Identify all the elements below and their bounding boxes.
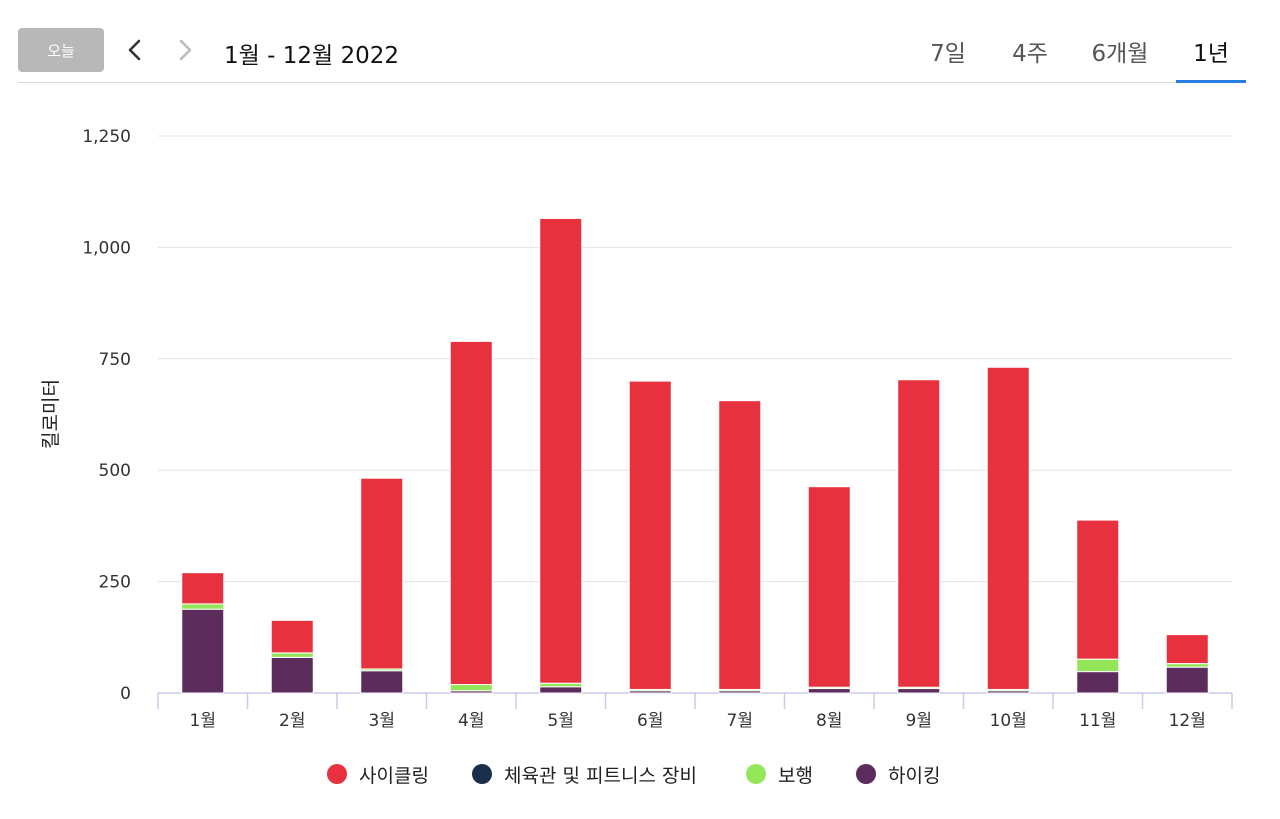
bar-segment	[539, 217, 583, 684]
bar-segment	[718, 400, 762, 690]
x-tick-label: 6월	[637, 711, 663, 731]
legend-label-hiking: 하이킹	[888, 764, 941, 787]
x-tick-label: 9월	[906, 711, 932, 731]
bar-segment	[807, 688, 851, 694]
bar-segment	[628, 380, 672, 690]
x-tick-label: 4월	[458, 711, 484, 731]
legend-swatch-gym	[472, 764, 492, 784]
stacked-bar-chart: 0 250 500 750 1,000 1,250 킬로미터 1월 2월 3월 4월 5월 6월 7월 8월…	[40, 127, 1233, 731]
bar-segment	[449, 340, 493, 686]
y-axis-label: 킬로미터	[40, 379, 62, 449]
x-tick-label: 3월	[369, 711, 395, 731]
bar-segment	[181, 603, 225, 610]
x-tick-label: 2월	[279, 711, 305, 731]
y-tick-label: 1,250	[82, 127, 131, 147]
tab-4-weeks[interactable]: 4주	[1012, 41, 1048, 67]
legend-item-cycling[interactable]: 사이클링	[327, 758, 429, 790]
x-tick-label: 5월	[548, 711, 574, 731]
bar-segment	[1076, 658, 1120, 673]
bar-segment	[270, 652, 314, 658]
date-range-label: 1월 - 12월 2022	[224, 43, 399, 69]
x-tick-label: 1월	[190, 711, 216, 731]
bar-segment	[1076, 519, 1120, 660]
bar-segment	[270, 656, 314, 694]
y-tick-label: 1,000	[82, 238, 131, 258]
bar-segment	[986, 366, 1030, 690]
x-tick-label: 12월	[1169, 711, 1206, 731]
bar-segment	[181, 572, 225, 605]
tab-6-months[interactable]: 6개월	[1091, 41, 1149, 67]
legend-swatch-cycling	[327, 764, 347, 784]
chevron-left-icon[interactable]	[120, 34, 150, 66]
today-button[interactable]: 오늘	[18, 28, 104, 72]
bar-segment	[360, 477, 404, 670]
bar-segment	[360, 670, 404, 694]
active-tab-underline	[1176, 80, 1246, 83]
x-tick-label: 10월	[990, 711, 1027, 731]
bar-segment	[897, 688, 941, 694]
legend-item-walking[interactable]: 보행	[746, 758, 813, 790]
bar-segment	[449, 684, 493, 692]
legend-label-gym: 체육관 및 피트니스 장비	[504, 764, 697, 787]
legend-swatch-hiking	[856, 764, 876, 784]
legend-item-gym[interactable]: 체육관 및 피트니스 장비	[472, 758, 697, 790]
bar-segment	[539, 682, 583, 688]
bar-segment	[897, 379, 941, 688]
legend-label-walking: 보행	[778, 764, 813, 787]
y-tick-label: 250	[99, 573, 131, 593]
bar-segment	[270, 619, 314, 654]
bar-segment	[807, 486, 851, 688]
bar-segment	[1165, 634, 1209, 665]
bar-segment	[1165, 663, 1209, 668]
bar-segment	[1165, 666, 1209, 694]
bar-segment	[181, 608, 225, 694]
legend-swatch-walking	[746, 764, 766, 784]
legend-item-hiking[interactable]: 하이킹	[856, 758, 940, 790]
x-tick-label: 11월	[1079, 711, 1116, 731]
y-tick-label: 750	[99, 350, 131, 370]
chevron-right-icon[interactable]	[170, 34, 200, 66]
x-tick-label: 7월	[727, 711, 753, 731]
tab-1-year[interactable]: 1년	[1193, 41, 1229, 67]
bar-segment	[1076, 671, 1120, 694]
x-tick-label: 8월	[816, 711, 842, 731]
bar-segment	[539, 686, 583, 694]
legend-label-cycling: 사이클링	[359, 764, 429, 787]
tab-7-days[interactable]: 7일	[930, 41, 966, 67]
y-tick-label: 0	[120, 684, 131, 704]
toolbar: 오늘 1월 - 12월 2022 7일 4주 6개월 1년	[18, 24, 1246, 83]
y-tick-label: 500	[99, 461, 131, 481]
chart-legend: 사이클링 체육관 및 피트니스 장비 보행 하이킹	[0, 758, 1280, 790]
